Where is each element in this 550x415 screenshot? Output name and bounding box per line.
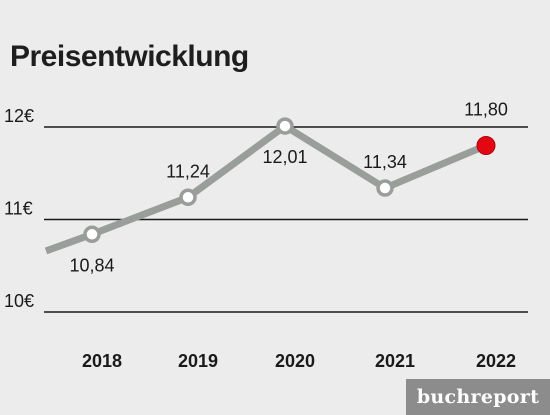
x-tick-label: 2020 xyxy=(275,351,315,371)
series-line xyxy=(44,122,488,255)
data-label: 11,24 xyxy=(166,161,210,181)
x-tick-label: 2018 xyxy=(82,351,122,371)
data-label: 12,01 xyxy=(262,147,307,167)
data-point xyxy=(83,225,101,244)
brand-logo: buchreport xyxy=(406,379,550,415)
data-label: 11,34 xyxy=(363,152,407,172)
y-tick-label: 10€ xyxy=(4,291,34,311)
x-tick-label: 2021 xyxy=(375,351,415,371)
data-point-highlight xyxy=(476,136,496,155)
x-tick-label: 2019 xyxy=(178,351,218,371)
chart-title: Preisentwicklung xyxy=(10,40,249,73)
data-label: 11,80 xyxy=(464,100,508,120)
data-label: 10,84 xyxy=(69,255,114,275)
y-tick-label: 11€ xyxy=(4,199,33,219)
y-tick-label: 12€ xyxy=(4,106,34,126)
data-point xyxy=(376,179,394,197)
data-point xyxy=(276,117,294,135)
x-tick-label: 2022 xyxy=(476,351,516,371)
data-point xyxy=(179,188,197,207)
